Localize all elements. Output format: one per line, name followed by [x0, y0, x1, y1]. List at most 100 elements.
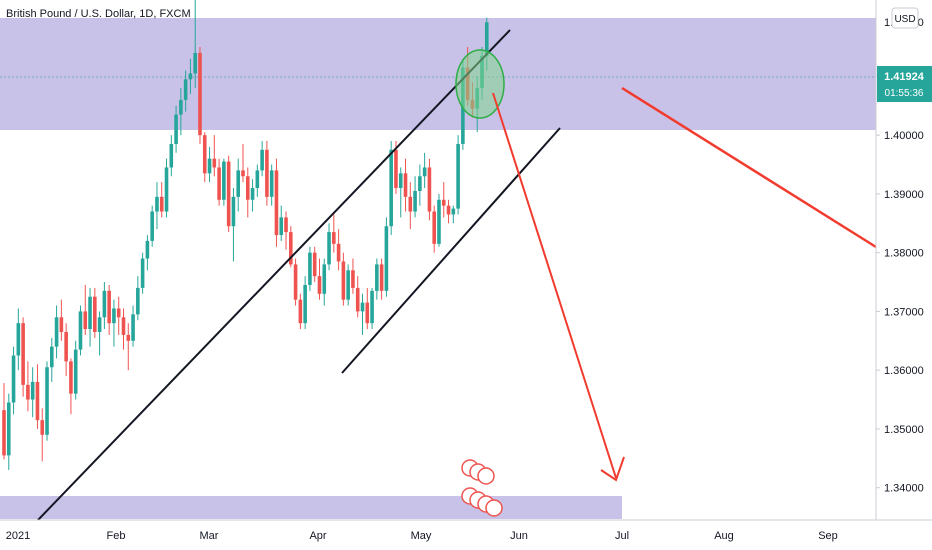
candle-up[interactable] — [131, 314, 135, 341]
candle-down[interactable] — [351, 270, 355, 288]
candle-down[interactable] — [212, 158, 217, 168]
candle-down[interactable] — [284, 217, 288, 233]
candle-up[interactable] — [97, 317, 102, 332]
candle-down[interactable] — [408, 196, 413, 212]
candle-up[interactable] — [179, 99, 183, 115]
candle-up[interactable] — [193, 52, 197, 74]
candle-up[interactable] — [484, 22, 489, 56]
candle-up[interactable] — [188, 73, 193, 80]
candle-up[interactable] — [73, 349, 78, 394]
candle-up[interactable] — [303, 284, 307, 324]
candle-down[interactable] — [202, 135, 207, 174]
resistance-zone[interactable] — [0, 18, 876, 130]
candle-up[interactable] — [269, 170, 274, 197]
candle-up[interactable] — [102, 290, 107, 318]
candle-down[interactable] — [226, 161, 231, 227]
candle-up[interactable] — [112, 308, 116, 324]
candle-down[interactable] — [2, 410, 6, 456]
candle-up[interactable] — [398, 173, 403, 189]
candle-up[interactable] — [155, 196, 159, 212]
candle-down[interactable] — [217, 167, 221, 200]
candle-down[interactable] — [394, 149, 398, 189]
candle-up[interactable] — [231, 196, 236, 227]
candle-up[interactable] — [54, 317, 59, 347]
support-zone[interactable] — [0, 496, 622, 519]
candle-down[interactable] — [355, 287, 360, 312]
candle-up[interactable] — [456, 143, 460, 209]
channel-upper-trendline[interactable] — [37, 29, 511, 521]
candle-down[interactable] — [116, 308, 121, 318]
candle-down[interactable] — [341, 261, 346, 300]
event-markers[interactable] — [461, 459, 503, 517]
candle-up[interactable] — [45, 367, 49, 435]
candle-down[interactable] — [441, 199, 446, 206]
candle-down[interactable] — [107, 290, 111, 324]
candle-down[interactable] — [40, 420, 45, 435]
candle-down[interactable] — [198, 52, 202, 136]
candle-up[interactable] — [169, 143, 174, 168]
candle-up[interactable] — [250, 188, 255, 200]
candle-up[interactable] — [437, 199, 441, 244]
candle-up[interactable] — [16, 323, 21, 356]
forecast-arrow-down-line[interactable] — [492, 92, 617, 479]
candle-down[interactable] — [69, 361, 73, 394]
candle-up[interactable] — [413, 190, 417, 212]
candle-up[interactable] — [164, 167, 169, 212]
candle-up[interactable] — [375, 264, 379, 291]
highlight-circle[interactable] — [455, 49, 505, 119]
candle-down[interactable] — [432, 211, 436, 244]
forecast-arrow-right-line[interactable] — [621, 86, 877, 249]
candle-up[interactable] — [183, 79, 188, 100]
candle-down[interactable] — [159, 196, 164, 212]
candle-up[interactable] — [279, 217, 284, 236]
candle-down[interactable] — [332, 232, 336, 244]
candle-down[interactable] — [121, 317, 126, 335]
candle-down[interactable] — [379, 264, 384, 291]
candle-down[interactable] — [336, 243, 341, 262]
candle-down[interactable] — [26, 384, 30, 400]
candle-down[interactable] — [93, 296, 97, 332]
candle-up[interactable] — [136, 287, 140, 315]
candle-up[interactable] — [255, 170, 260, 189]
candle-up[interactable] — [370, 290, 374, 324]
candle-up[interactable] — [145, 240, 150, 259]
candle-down[interactable] — [21, 323, 25, 385]
candle-up[interactable] — [346, 270, 350, 300]
candle-up[interactable] — [50, 346, 54, 368]
candle-up[interactable] — [322, 264, 327, 294]
candle-up[interactable] — [451, 208, 456, 215]
candle-down[interactable] — [403, 173, 408, 197]
candle-up[interactable] — [11, 355, 16, 403]
candle-down[interactable] — [293, 264, 298, 300]
candle-up[interactable] — [30, 381, 35, 400]
candle-up[interactable] — [327, 232, 331, 265]
candle-down[interactable] — [427, 167, 432, 212]
candle-down[interactable] — [446, 205, 451, 215]
candle-up[interactable] — [260, 149, 264, 171]
candle-down[interactable] — [274, 170, 279, 236]
candle-down[interactable] — [317, 276, 322, 294]
candle-down[interactable] — [245, 176, 250, 200]
time-axis[interactable]: 2021 Feb Mar Apr May Jun Jul Aug Sep — [6, 530, 838, 542]
candle-up[interactable] — [222, 161, 226, 200]
candle-up[interactable] — [78, 311, 83, 350]
candle-up[interactable] — [422, 167, 427, 177]
candle-down[interactable] — [59, 317, 64, 332]
candle-up[interactable] — [140, 258, 145, 288]
candle-down[interactable] — [265, 149, 269, 197]
candle-up[interactable] — [236, 170, 241, 197]
candle-up[interactable] — [389, 149, 393, 227]
candle-down[interactable] — [289, 232, 293, 265]
candle-up[interactable] — [6, 402, 11, 456]
candle-down[interactable] — [241, 170, 245, 177]
candle-down[interactable] — [365, 302, 370, 324]
candle-up[interactable] — [88, 296, 92, 330]
candle-down[interactable] — [64, 331, 68, 362]
candle-down[interactable] — [35, 381, 40, 421]
candle-up[interactable] — [360, 302, 365, 312]
candle-up[interactable] — [150, 211, 154, 241]
channel-lower-trendline[interactable] — [341, 127, 561, 374]
candle-up[interactable] — [418, 176, 422, 191]
candle-down[interactable] — [298, 299, 303, 324]
